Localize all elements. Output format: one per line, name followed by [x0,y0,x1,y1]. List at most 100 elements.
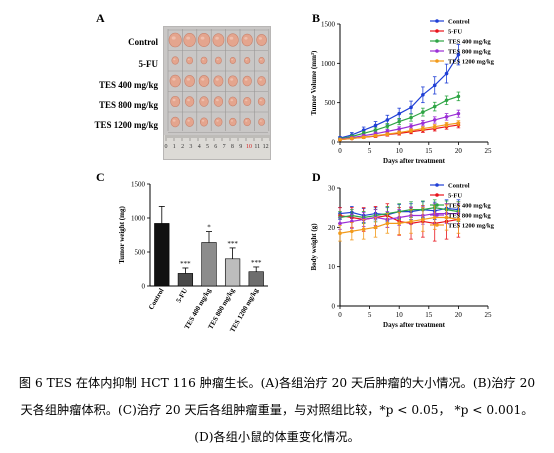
tumor [183,33,196,47]
significance-mark: *** [227,240,238,248]
bar-4 [248,271,264,287]
tumor [258,118,265,126]
data-point [361,135,366,140]
ruler [164,135,270,159]
data-point [409,128,413,133]
tumor [185,117,194,127]
x-tick-label: 25 [485,147,493,155]
legend-marker [435,19,439,23]
legend-entry: TES 400 mg/kg [448,39,491,46]
data-point [397,130,401,135]
legend-marker [435,183,439,187]
y-tick-label: 1500 [321,21,336,29]
data-point [421,93,425,97]
tumor [215,56,222,65]
x-tick-label: 10 [396,147,404,155]
x-tick-label: 0 [338,147,342,155]
tumor [243,97,252,107]
tumor [171,56,179,65]
tumor [243,117,251,127]
data-point [432,124,437,129]
tumor-highlight [230,120,234,122]
data-point [338,137,342,142]
tumor-highlight [259,78,262,81]
significance-mark: *** [180,260,191,268]
panel-letter-a: A [96,11,105,25]
row-label-tes400: TES 400 mg/kg [98,80,158,90]
data-point [397,119,401,124]
tumor [169,74,181,88]
tumor [256,34,267,46]
data-point [409,219,413,224]
tumor-highlight [231,58,234,61]
ruler-number: 5 [206,144,209,150]
data-point [421,121,425,125]
tumor-volume-chart: 0 500 1000 1500 0 5 10 15 20 25 Days after treatme… [310,19,495,166]
data-point [373,128,378,132]
series-4 [338,204,461,242]
data-point [456,111,461,116]
data-point [409,124,413,129]
data-point [409,105,413,110]
row-label-tes1200: TES 1200 mg/kg [94,120,158,130]
data-point [444,115,449,119]
tumor [229,117,237,127]
tumor [226,33,239,47]
tumor [200,56,208,65]
ruler-number: 6 [214,144,217,150]
x-tick-label: 5 [368,147,372,155]
tumor [227,75,238,87]
tumor-highlight [187,58,190,61]
data-point [421,126,425,131]
y-tick-label: 30 [328,185,336,193]
tumor-highlight [245,99,248,102]
tumor-highlight [230,78,234,81]
tumor [228,96,238,107]
tumor [229,57,236,64]
legend-entry: TES 400 mg/kg [448,203,491,210]
data-point [385,118,390,122]
y-tick-label: 500 [135,249,146,257]
y-tick-label: 1000 [321,60,336,68]
data-point [444,122,449,127]
tumor-highlight [260,58,262,61]
tumor [184,75,195,87]
legend-marker [435,49,439,53]
ruler-number: 4 [198,144,201,150]
tumor-highlight [200,36,205,40]
row-label-5fu: 5-FU [138,59,159,69]
tumor-highlight [216,119,219,122]
x-tick-label: 20 [455,311,463,319]
data-point [456,121,461,125]
data-point [432,83,437,88]
bar-3 [224,258,241,287]
tumor-highlight [172,77,176,81]
series-0 [338,44,461,141]
ruler-number: 1 [173,144,176,150]
tumor [244,57,251,64]
ruler-number: 3 [189,144,192,150]
tumor-highlight [215,36,219,40]
data-point [385,221,390,226]
x-tick-label: 20 [455,147,463,155]
tumor [198,75,210,87]
row-label-tes800: TES 800 mg/kg [98,100,158,110]
row-label-control: Control [128,37,158,47]
tumor [242,75,252,87]
data-point [432,118,437,122]
tumor [170,95,181,108]
tumor-highlight [229,36,234,40]
tumor [199,117,209,127]
legend-marker [435,193,439,197]
x-axis-label: Days after treatment [383,321,446,329]
x-axis-label: Days after treatment [383,157,446,165]
tumor [241,33,253,47]
tumor-weight-chart: 0 500 1000 1500 Tumor weight (mg) Control *** 5… [118,181,268,334]
data-point [456,217,461,222]
tumor [186,56,193,65]
tumor-highlight [172,119,176,122]
tumor [199,96,209,107]
x-tick-label: 15 [425,147,433,155]
tumor-highlight [230,99,234,102]
data-point [444,71,449,76]
